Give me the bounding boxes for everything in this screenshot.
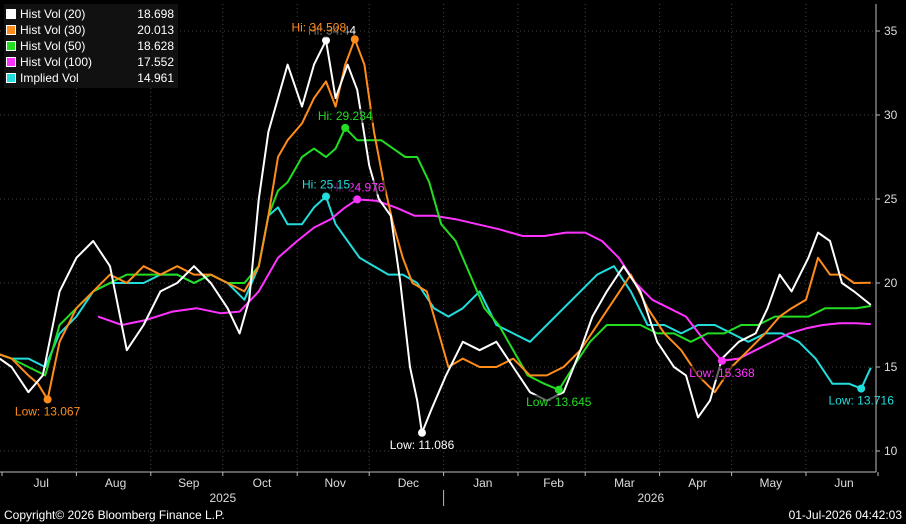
extreme-marker: [43, 395, 52, 404]
legend-series-value: 18.698: [137, 7, 174, 21]
extreme-label-bg: [316, 108, 374, 123]
legend-series-value: 14.961: [137, 71, 174, 85]
legend-series-value: 18.628: [137, 39, 174, 53]
extreme-marker: [322, 192, 330, 201]
legend: Hist Vol (20) 18.698 Hist Vol (30) 20.01…: [4, 4, 178, 88]
extreme-marker: [350, 35, 359, 44]
x-tick-label: Dec: [398, 476, 419, 490]
legend-entry[interactable]: Implied Vol 14.961: [6, 70, 174, 86]
x-year-label: 2025: [209, 491, 236, 505]
extreme-label: Low: 11.086: [390, 438, 455, 452]
extreme-label: Low: 13.067: [15, 404, 81, 418]
y-tick-label: 35: [884, 24, 898, 38]
y-tick-label: 30: [884, 108, 898, 122]
extreme-label-bg: [300, 177, 352, 192]
series-line: [0, 39, 872, 434]
extreme-label: Low: 13.645: [526, 395, 592, 409]
x-tick-label: Oct: [253, 476, 272, 490]
x-tick-label: Jun: [834, 476, 853, 490]
x-tick-label: Aug: [105, 476, 126, 490]
legend-series-name: Hist Vol (20): [20, 7, 86, 21]
extreme-label: Hi: 25.15: [302, 177, 350, 191]
x-tick-label: Apr: [688, 476, 707, 490]
legend-entry[interactable]: Hist Vol (30) 20.013: [6, 22, 174, 38]
x-tick-label: Nov: [325, 476, 346, 490]
extreme-label-bg: [525, 394, 593, 409]
legend-swatch: [6, 9, 16, 19]
x-year-label: 2026: [637, 491, 664, 505]
extreme-label: Low: 15.368: [689, 366, 755, 380]
extreme-label: Hi: 29.234: [318, 109, 373, 123]
timestamp-text: 01-Jul-2026 04:42:03: [788, 508, 902, 522]
legend-swatch: [6, 57, 16, 67]
y-tick-label: 25: [884, 192, 898, 206]
x-tick-label: Feb: [543, 476, 564, 490]
legend-swatch: [6, 41, 16, 51]
extreme-label-bg: [688, 365, 757, 380]
extreme-marker: [322, 36, 330, 45]
x-tick-label: May: [759, 476, 782, 490]
x-tick-label: Jan: [473, 476, 492, 490]
extreme-marker: [418, 428, 426, 437]
extreme-label: Hi: 34.508: [291, 20, 346, 34]
legend-series-value: 17.552: [137, 55, 174, 69]
legend-series-name: Implied Vol: [20, 71, 79, 85]
legend-series-name: Hist Vol (50): [20, 39, 86, 53]
extreme-marker: [341, 123, 350, 132]
x-tick-label: Sep: [178, 476, 200, 490]
legend-swatch: [6, 25, 16, 35]
legend-entry[interactable]: Hist Vol (20) 18.698: [6, 6, 174, 22]
extreme-label-bg: [388, 437, 456, 452]
x-tick-label: Jul: [34, 476, 49, 490]
extreme-marker: [857, 384, 866, 393]
series-line: [0, 126, 871, 391]
legend-series-value: 20.013: [137, 23, 174, 37]
extreme-marker: [554, 385, 563, 394]
extreme-label-bg: [827, 393, 896, 408]
legend-entry[interactable]: Hist Vol (50) 18.628: [6, 38, 174, 54]
y-tick-label: 15: [884, 360, 898, 374]
extreme-marker: [718, 356, 726, 365]
extreme-marker: [353, 195, 362, 204]
x-tick-label: Mar: [614, 476, 635, 490]
legend-swatch: [6, 73, 16, 83]
legend-series-name: Hist Vol (30): [20, 23, 86, 37]
copyright-text: Copyright© 2026 Bloomberg Finance L.P.: [4, 508, 225, 522]
extreme-label: Low: 13.716: [829, 394, 895, 408]
legend-series-name: Hist Vol (100): [20, 55, 93, 69]
series-line: [97, 198, 871, 362]
extreme-label-bg: [13, 404, 82, 419]
extreme-label-bg: [290, 20, 348, 35]
legend-entry[interactable]: Hist Vol (100) 17.552: [6, 54, 174, 70]
y-tick-label: 10: [884, 444, 898, 458]
y-tick-label: 20: [884, 276, 898, 290]
